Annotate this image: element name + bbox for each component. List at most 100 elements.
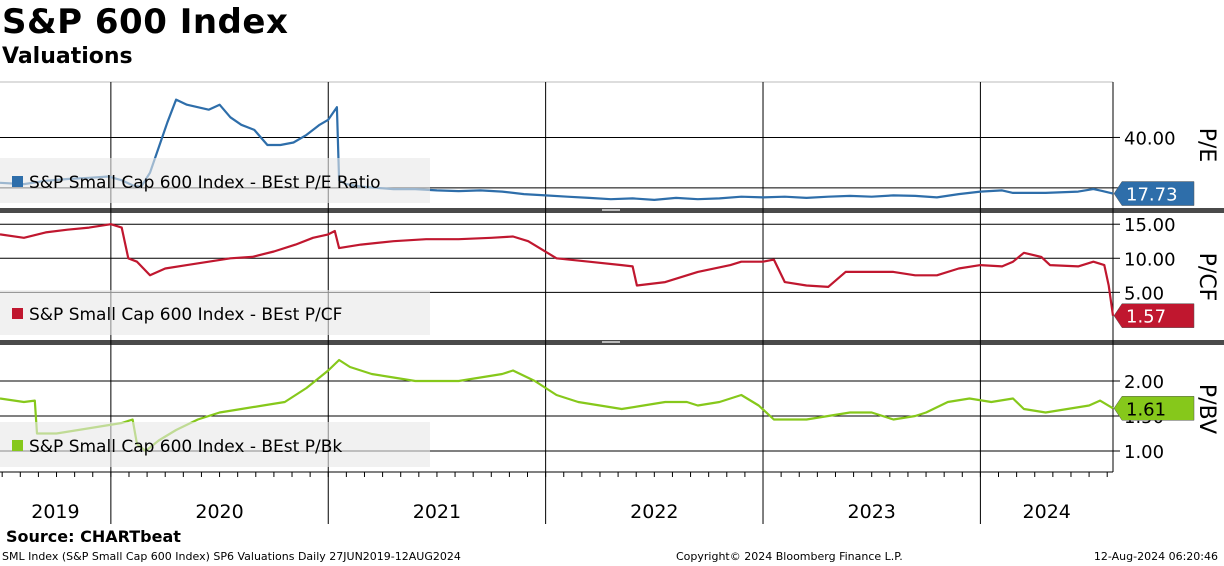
- data-point: [319, 124, 321, 126]
- y-axis-title: P/BV: [1194, 384, 1219, 434]
- data-point: [1023, 252, 1025, 254]
- data-point: [1012, 261, 1014, 263]
- data-point: [827, 196, 829, 198]
- last-value-tag: [1113, 396, 1195, 421]
- data-point: [892, 271, 894, 273]
- data-point: [284, 401, 286, 403]
- data-point: [371, 373, 373, 375]
- data-point: [762, 196, 764, 198]
- data-point: [805, 419, 807, 421]
- data-point: [414, 380, 416, 382]
- y-tick-label: 15.00: [1124, 215, 1176, 236]
- data-point: [512, 235, 514, 237]
- data-point: [1108, 285, 1110, 287]
- data-point: [1099, 400, 1101, 402]
- data-point: [392, 240, 394, 242]
- data-point: [327, 370, 329, 372]
- data-point: [979, 191, 981, 193]
- last-value-label: 1.57: [1126, 307, 1166, 328]
- data-point: [773, 419, 775, 421]
- data-point: [1092, 261, 1094, 263]
- legend-box: [0, 290, 430, 335]
- data-point: [1077, 265, 1079, 267]
- data-point: [686, 401, 688, 403]
- data-point: [1045, 412, 1047, 414]
- data-point: [936, 196, 938, 198]
- data-point: [740, 196, 742, 198]
- data-point: [556, 257, 558, 259]
- data-point: [512, 370, 514, 372]
- last-value-label: 1.61: [1126, 399, 1166, 420]
- series-line-middle: [0, 223, 1115, 316]
- source-note: Source: CHARTbeat: [6, 527, 181, 546]
- data-point: [729, 264, 731, 266]
- data-point: [566, 196, 568, 198]
- data-point: [758, 405, 760, 407]
- data-point: [697, 198, 699, 200]
- data-point: [273, 250, 275, 252]
- x-tick-label: 2023: [848, 501, 896, 523]
- data-point: [1103, 264, 1105, 266]
- data-point: [675, 197, 677, 199]
- data-point: [436, 380, 438, 382]
- data-point: [360, 244, 362, 246]
- data-point: [849, 195, 851, 197]
- last-value-tag: [1113, 303, 1195, 328]
- data-point: [762, 261, 764, 263]
- footer-timestamp: 12-Aug-2024 06:20:46: [1093, 550, 1218, 563]
- data-point: [805, 197, 807, 199]
- data-point: [697, 271, 699, 273]
- data-point: [936, 274, 938, 276]
- data-point: [632, 265, 634, 267]
- data-point: [479, 189, 481, 191]
- legend-box: [0, 158, 430, 203]
- data-point: [599, 405, 601, 407]
- data-point: [1012, 398, 1014, 400]
- data-point: [121, 227, 123, 229]
- data-point: [132, 419, 134, 421]
- data-point: [1066, 408, 1068, 410]
- data-point: [479, 377, 481, 379]
- data-point: [636, 285, 638, 287]
- data-point: [719, 197, 721, 199]
- data-point: [588, 197, 590, 199]
- y-axis-title: P/CF: [1194, 253, 1219, 302]
- data-point: [425, 238, 427, 240]
- data-point: [577, 401, 579, 403]
- data-point: [621, 408, 623, 410]
- chart-title: S&P 600 Index: [2, 2, 289, 42]
- data-point: [925, 412, 927, 414]
- x-tick-label: 2020: [195, 501, 243, 523]
- data-point: [871, 271, 873, 273]
- data-point: [240, 408, 242, 410]
- data-point: [338, 247, 340, 249]
- data-point: [697, 405, 699, 407]
- data-point: [458, 238, 460, 240]
- data-point: [219, 104, 221, 106]
- legend-label: S&P Small Cap 600 Index - BEst P/CF: [29, 305, 342, 325]
- last-value-tag: [1113, 181, 1195, 206]
- data-point: [23, 237, 25, 239]
- x-tick-label: 2019: [31, 501, 79, 523]
- data-point: [805, 285, 807, 287]
- data-point: [979, 264, 981, 266]
- data-point: [262, 405, 264, 407]
- data-point: [719, 401, 721, 403]
- data-point: [23, 401, 25, 403]
- data-point: [621, 264, 623, 266]
- data-point: [279, 144, 281, 146]
- data-point: [1012, 192, 1014, 194]
- data-point: [88, 227, 90, 229]
- data-point: [871, 196, 873, 198]
- data-point: [1045, 192, 1047, 194]
- data-point: [556, 394, 558, 396]
- data-point: [773, 259, 775, 261]
- x-tick-label: 2024: [1023, 501, 1071, 523]
- data-point: [175, 99, 177, 101]
- data-point: [501, 191, 503, 193]
- data-point: [845, 271, 847, 273]
- data-point: [827, 286, 829, 288]
- data-point: [197, 419, 199, 421]
- data-point: [208, 109, 210, 111]
